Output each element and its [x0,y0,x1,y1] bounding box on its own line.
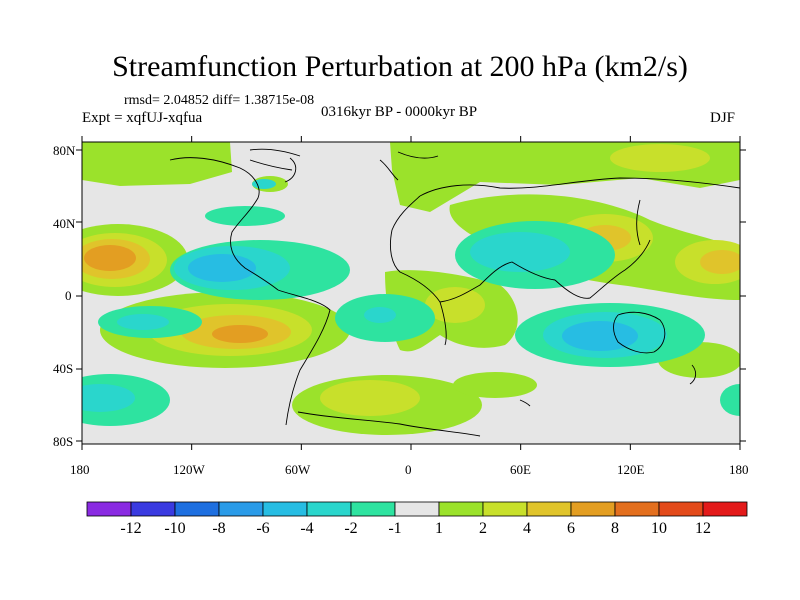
colorbar-label: -8 [212,520,225,537]
anomaly-tropical-pacific [98,306,202,338]
anomaly-east-edge [720,384,740,416]
colorbar-swatch [658,501,704,517]
colorbar-label: 6 [567,520,575,537]
lat-tick-label: 80S [53,434,74,449]
lon-tick-label: 180 [729,462,749,477]
map-title: Streamfunction Perturbation at 200 hPa (… [112,50,688,83]
lon-tick-label: 60W [285,462,311,477]
colorbar-swatch [438,501,484,517]
anomaly-central-america [170,240,350,300]
colorbar-label: 2 [479,520,487,537]
stats-line: rmsd= 2.04852 diff= 1.38715e-08 [124,93,315,108]
anomaly-north-pacific [82,224,188,296]
colorbar-label: 8 [611,520,619,537]
colorbar-label: -6 [256,520,269,537]
colorbar-swatch [702,501,748,517]
lon-tick-label: 120E [617,462,645,477]
colorbar-label: 4 [523,520,531,537]
colorbar-label: -2 [344,520,357,537]
experiment-label: Expt = xqfUJ-xqfua [82,110,203,126]
colorbar-label: 10 [651,520,667,537]
period-label: 0316kyr BP - 0000kyr BP [321,104,478,120]
colorbar-label: -4 [300,520,313,537]
colorbar-swatch [130,501,176,517]
colorbar-swatch [174,501,220,517]
anomaly-arctic [82,142,740,212]
colorbar-label: -1 [388,520,401,537]
colorbar-swatch [614,501,660,517]
colorbar-label: 12 [695,520,711,537]
lat-tick-label: 0 [65,288,72,303]
axis-ticks [76,136,746,450]
colorbar-label: -12 [120,520,141,537]
anomaly-indian-ocean [515,303,705,367]
colorbar-label: 1 [435,520,443,537]
colorbar-swatch [86,501,132,517]
colorbar-swatch [218,501,264,517]
anomaly-southern-pacific [82,374,170,426]
anomaly-tropical-atlantic-core [364,307,396,323]
anomaly-middle-east [455,221,615,289]
colorbar-swatch [482,501,528,517]
anomaly-south-indian [453,372,537,398]
contour-fills [82,142,740,435]
colorbar-swatch [350,501,396,517]
lon-tick-label: 60E [510,462,531,477]
colorbar-swatch [570,501,616,517]
lon-tick-label: 120W [173,462,205,477]
lat-tick-label: 40S [53,361,74,376]
colorbar-swatch [306,501,352,517]
colorbar-label: -10 [164,520,185,537]
colorbar: -12 -10 -8 -6 -4 -2 -1 1 2 4 6 8 10 12 [86,501,748,537]
season-label: DJF [710,110,736,126]
lat-tick-label: 80N [53,143,76,158]
anomaly-south-atlantic [292,375,482,435]
colorbar-swatch [262,501,308,517]
lon-tick-label: 0 [405,462,412,477]
colorbar-swatch [526,501,572,517]
coastlines [169,148,740,437]
lat-tick-label: 40N [53,216,76,231]
lon-tick-label: 180 [70,462,90,477]
colorbar-swatch [394,501,440,517]
